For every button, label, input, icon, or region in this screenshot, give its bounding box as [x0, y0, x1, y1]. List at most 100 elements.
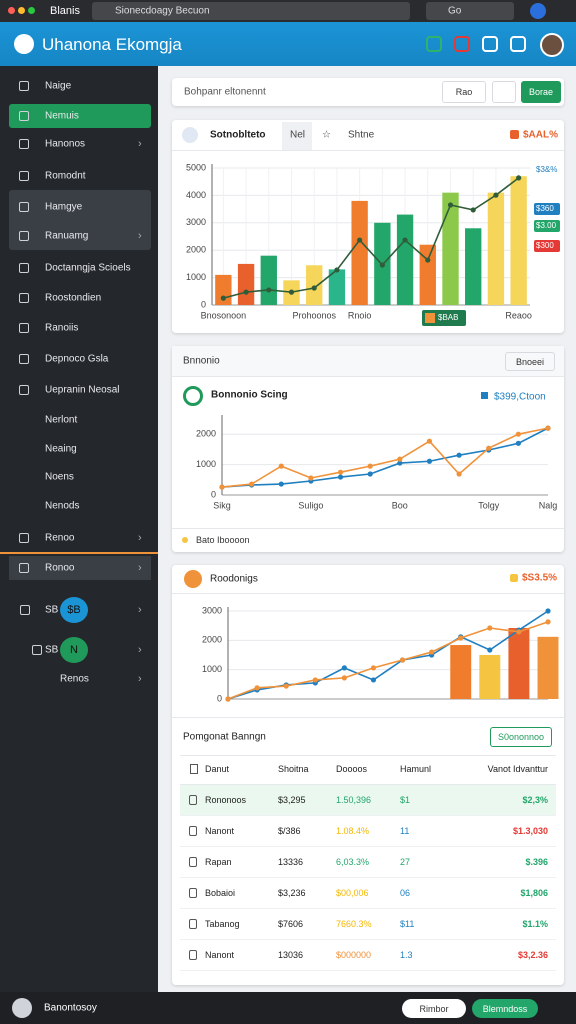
y-tick-label: 2000	[202, 635, 222, 645]
table-column-header: Shoitna	[278, 764, 309, 774]
sidebar-item[interactable]: Nenods	[45, 500, 80, 512]
footer-avatar	[12, 998, 32, 1018]
table-cell: $.396	[525, 857, 548, 867]
sidebar-item[interactable]: Hanonos	[45, 138, 86, 150]
line-point	[397, 456, 403, 462]
sidebar-item[interactable]: SB	[45, 644, 59, 656]
y-tick-label: 1000	[186, 272, 206, 282]
table-cell: 1.3	[400, 950, 413, 960]
bar	[508, 628, 530, 699]
side-label-bg	[534, 220, 560, 232]
table-row	[180, 940, 556, 971]
sidebar-item[interactable]: Naige	[45, 80, 72, 92]
line-point	[337, 469, 344, 475]
card-footer: Bato Iboooon	[196, 535, 250, 545]
line-point	[493, 192, 499, 198]
sidebar-item[interactable]: Romodnt	[45, 170, 86, 182]
table-cell: $3,2.36	[517, 950, 548, 960]
tab[interactable]: Shtne	[348, 129, 375, 141]
table-cell: 11	[400, 826, 410, 836]
card-icon	[182, 127, 198, 143]
primary-button[interactable]: Borae	[521, 81, 561, 103]
side-label: $300	[536, 241, 554, 250]
sidebar-item[interactable]: Renoo	[45, 532, 75, 544]
header-icon[interactable]	[482, 36, 498, 52]
row-icon	[189, 826, 197, 836]
profile-icon	[530, 3, 546, 19]
header-icon[interactable]	[426, 36, 442, 52]
avatar	[540, 33, 564, 57]
sidebar-item[interactable]: Ranuamg	[45, 230, 89, 242]
sidebar-item[interactable]: Noens	[45, 471, 74, 483]
sidebar-icon	[20, 605, 30, 615]
sidebar-item[interactable]: Doctanngja Scioels	[45, 262, 131, 274]
row-icon	[189, 950, 197, 960]
line-point	[357, 237, 363, 243]
table-cell: Tabanog	[205, 919, 240, 929]
sidebar-item[interactable]: Depnoco Gsla	[45, 353, 109, 365]
sidebar-item[interactable]: Renos	[60, 673, 89, 685]
card-icon	[183, 386, 203, 406]
side-label: $3.00	[536, 221, 557, 230]
line-point	[456, 452, 462, 458]
footer-action[interactable]: Blemndoss	[472, 999, 538, 1018]
sidebar-item[interactable]: Neaing	[45, 443, 77, 455]
table-cell: Nanont	[205, 826, 235, 836]
y-tick-label: 2000	[196, 429, 216, 439]
tab[interactable]: Nel	[290, 129, 306, 141]
search-button[interactable]: Rao	[442, 81, 486, 103]
y-tick-label: 3000	[202, 605, 222, 615]
chart-value-label: $399,Ctoon	[494, 391, 546, 403]
table-button[interactable]: S0ononnoo	[490, 727, 552, 747]
sidebar-icon	[19, 202, 29, 212]
footer-dot	[182, 537, 188, 543]
header-icon[interactable]	[454, 36, 470, 52]
sidebar-divider	[0, 552, 158, 554]
table-cell: 27	[400, 857, 411, 867]
line-point	[219, 484, 225, 490]
line-point	[225, 696, 231, 702]
sidebar-item[interactable]: Nemuis	[45, 110, 79, 122]
header-icon[interactable]	[510, 36, 526, 52]
card-button[interactable]: Bnoeei	[505, 352, 555, 371]
table-cell: $000000	[336, 950, 372, 960]
sidebar-icon	[19, 293, 29, 303]
sidebar-item[interactable]: Uepranin Neosal	[45, 384, 120, 396]
sidebar-item[interactable]: Roostondien	[45, 292, 102, 304]
table-cell: Nanont	[205, 950, 235, 960]
x-tick-label: Sikg	[213, 500, 231, 510]
row-icon	[189, 888, 197, 898]
line-point	[516, 629, 522, 635]
sidebar-item[interactable]: Hamgye	[45, 201, 83, 213]
share-button[interactable]	[492, 81, 516, 103]
y-tick-label: 0	[217, 693, 222, 703]
line-point	[249, 481, 255, 487]
line-point	[515, 431, 521, 437]
sidebar-item[interactable]: Ronoo	[45, 562, 75, 574]
window-dot	[8, 7, 15, 14]
button-label: Borae	[528, 87, 554, 97]
card-footer-line	[172, 528, 564, 529]
sidebar-item[interactable]: Ranoiis	[45, 322, 79, 334]
line-point	[545, 619, 551, 625]
line-point	[278, 463, 284, 469]
sidebar-item[interactable]: Nerlont	[45, 414, 78, 426]
table-cell: Bobaioi	[205, 888, 236, 898]
chart-badge: $AAL%	[523, 129, 559, 141]
x-tick-label: Tolgy	[478, 500, 500, 510]
button-label: S0ononnoo	[497, 732, 545, 742]
line-point	[397, 460, 403, 466]
url-bar	[92, 2, 410, 20]
sidebar-icon	[19, 171, 29, 181]
footer-button[interactable]: Rimbor	[402, 999, 466, 1018]
line-point	[288, 289, 295, 295]
sidebar-icon	[19, 385, 29, 395]
sidebar-icon	[19, 263, 29, 273]
sidebar-badge: $B	[60, 597, 88, 623]
line-point	[458, 635, 464, 641]
card-header	[172, 120, 564, 151]
line-point	[367, 463, 373, 469]
sidebar-badge: N	[60, 637, 88, 663]
sidebar-item[interactable]: SB	[45, 604, 59, 616]
line-point	[266, 287, 272, 293]
